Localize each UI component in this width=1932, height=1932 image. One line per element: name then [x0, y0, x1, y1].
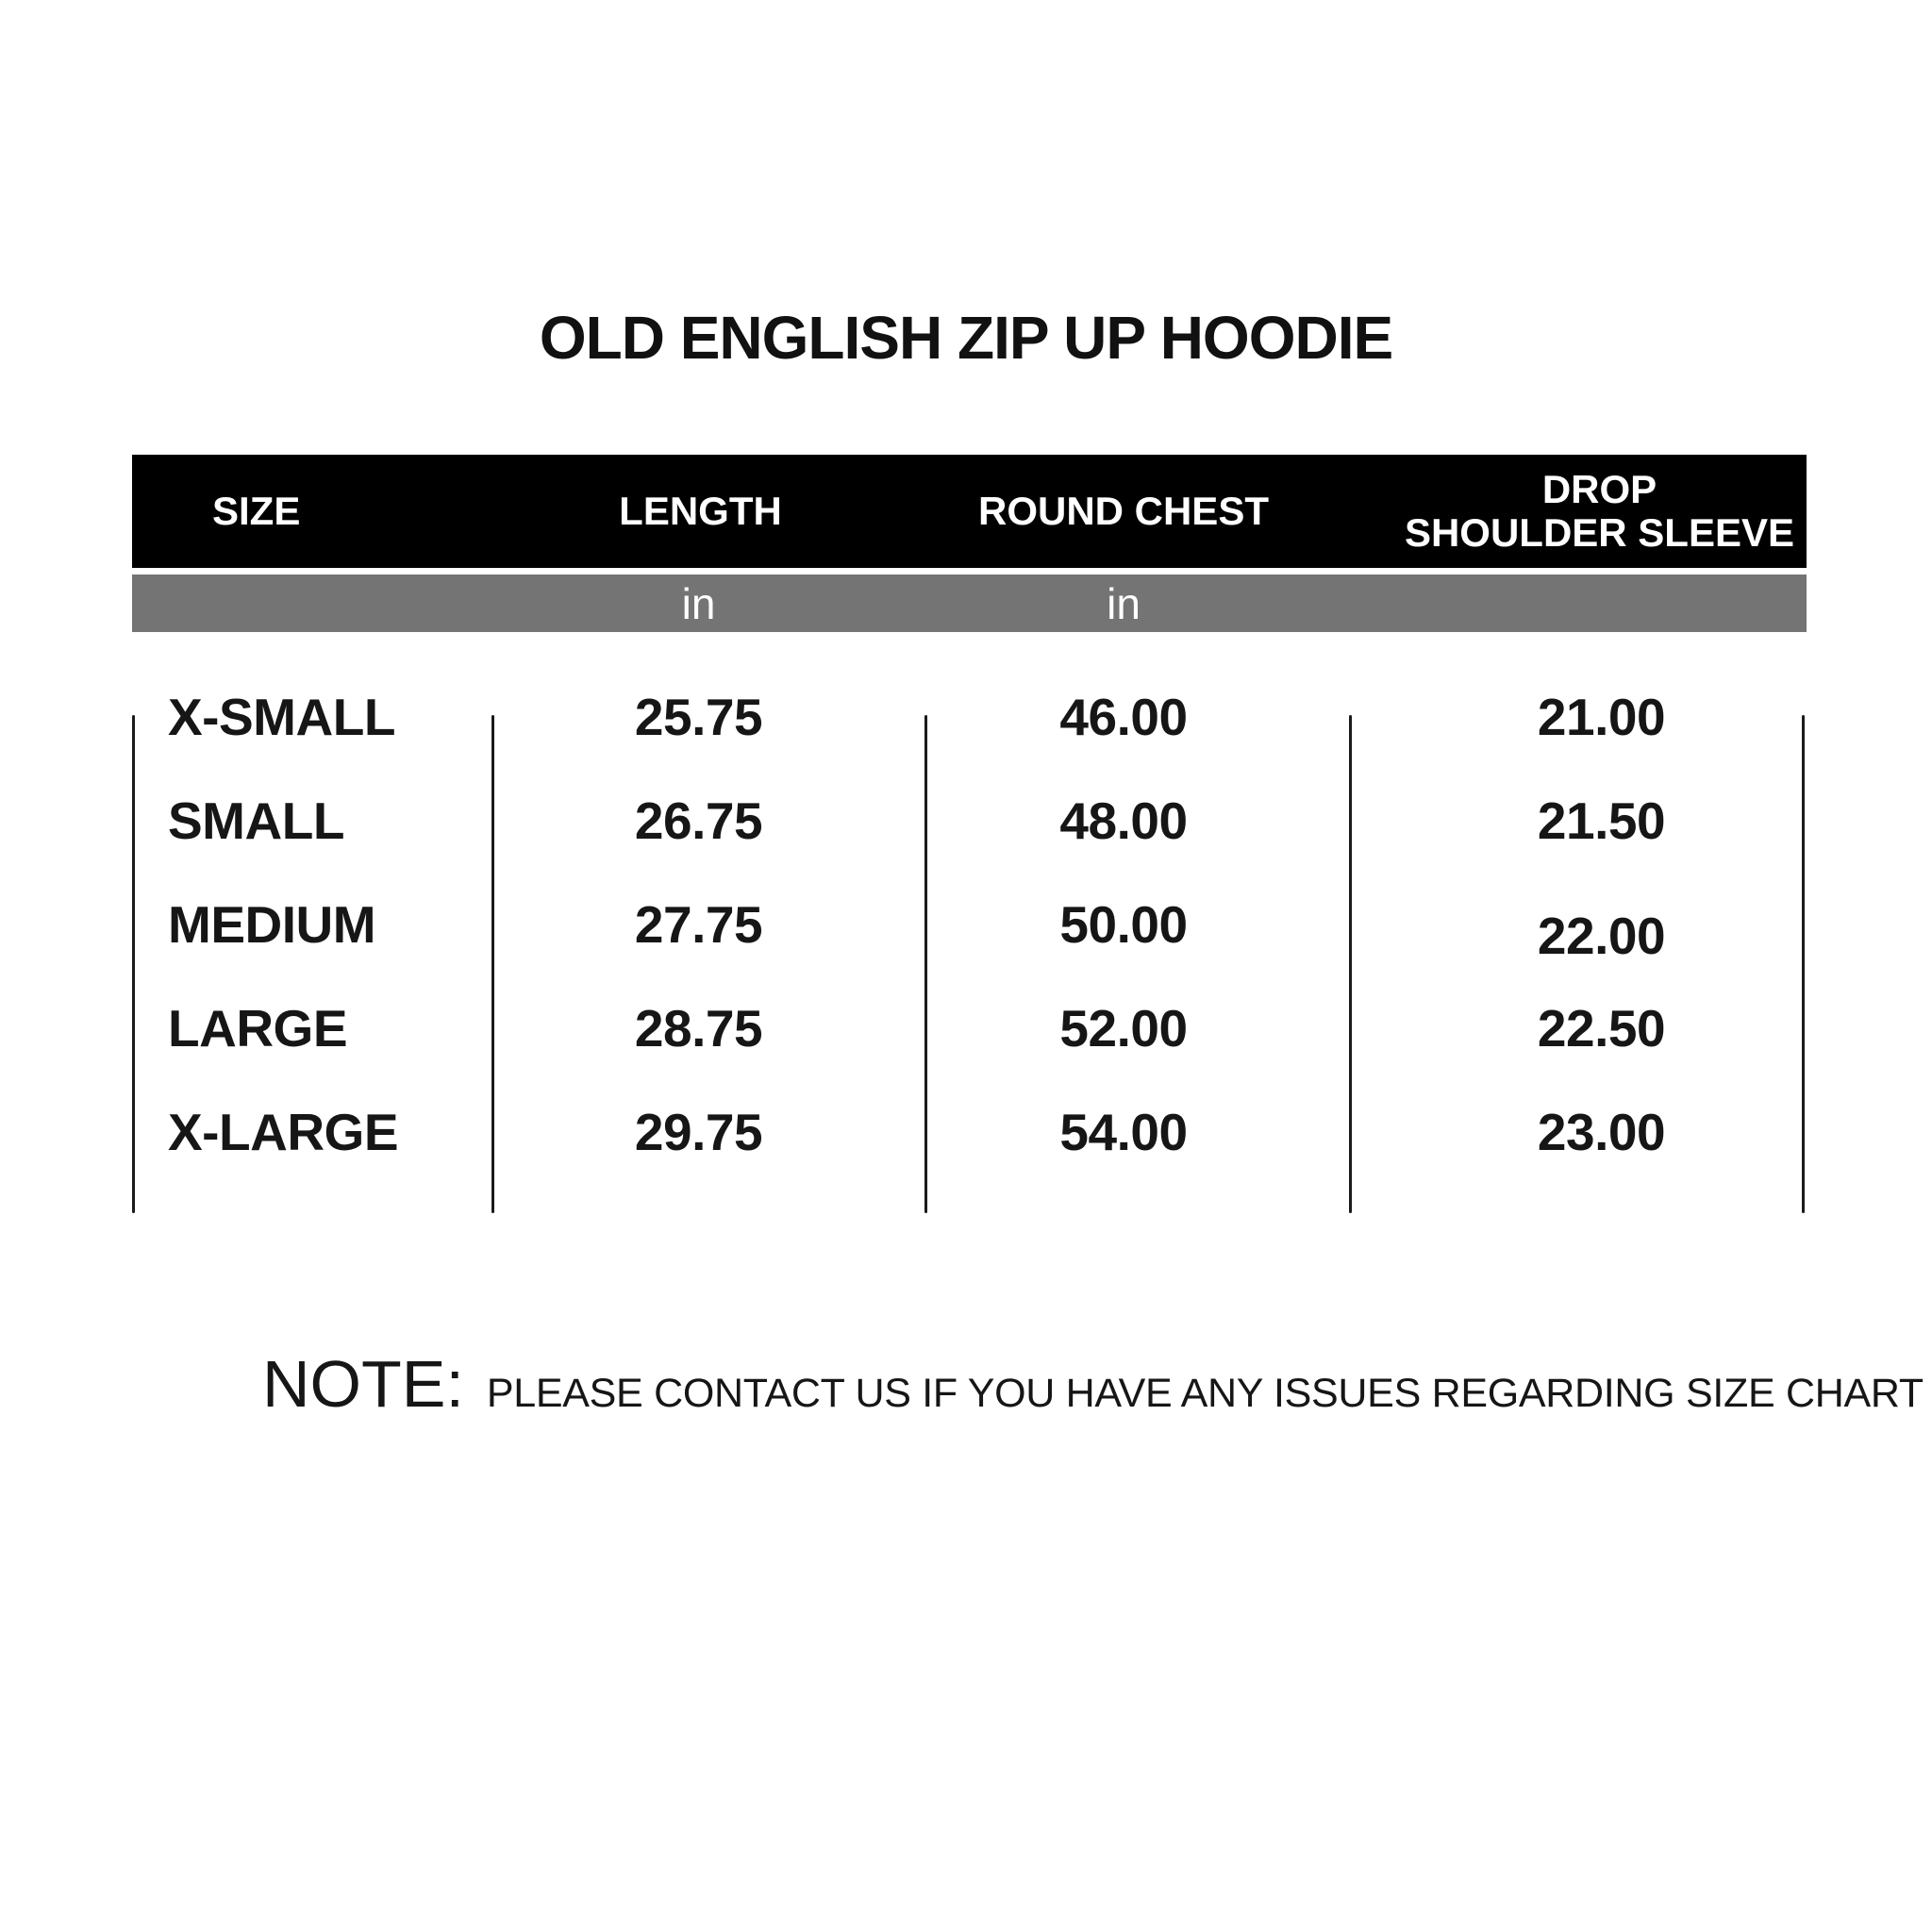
- column-divider-line: [132, 715, 135, 1213]
- column-divider-line: [924, 715, 927, 1213]
- table-row: MEDIUM 27.75 50.00 22.00: [132, 873, 1807, 976]
- round-chest-cell: 46.00: [1059, 687, 1188, 746]
- note-section: NOTE: PLEASE CONTACT US IF YOU HAVE ANY …: [262, 1351, 1924, 1417]
- size-cell: MEDIUM: [168, 894, 376, 954]
- column-divider-line: [1349, 715, 1352, 1213]
- column-header-drop-shoulder-sleeve: DROP SHOULDER SLEEVE: [1404, 466, 1795, 555]
- size-cell: LARGE: [168, 998, 348, 1058]
- table-row: X-SMALL 25.75 46.00 21.00: [132, 665, 1807, 769]
- table-header-row: SIZE LENGTH ROUND CHEST DROP SHOULDER SL…: [132, 455, 1807, 568]
- length-cell: 29.75: [634, 1102, 763, 1161]
- round-chest-cell: 50.00: [1059, 894, 1188, 954]
- drop-shoulder-sleeve-cell: 22.50: [1537, 998, 1666, 1058]
- length-cell: 27.75: [634, 894, 763, 954]
- unit-round-chest: in: [1107, 578, 1141, 628]
- table-row: LARGE 28.75 52.00 22.50: [132, 976, 1807, 1080]
- note-label: NOTE:: [262, 1347, 464, 1421]
- column-divider-line: [1802, 715, 1805, 1213]
- table-row: SMALL 26.75 48.00 21.50: [132, 769, 1807, 873]
- drop-shoulder-sleeve-cell: 21.50: [1537, 791, 1666, 850]
- length-cell: 26.75: [634, 791, 763, 850]
- length-cell: 25.75: [634, 687, 763, 746]
- note-text: PLEASE CONTACT US IF YOU HAVE ANY ISSUES…: [486, 1371, 1924, 1416]
- drop-shoulder-sleeve-cell: 23.00: [1537, 1102, 1666, 1161]
- unit-row: in in: [132, 575, 1807, 632]
- round-chest-cell: 52.00: [1059, 998, 1188, 1058]
- table-row: X-LARGE 29.75 54.00 23.00: [132, 1080, 1807, 1184]
- size-cell: X-LARGE: [168, 1102, 399, 1161]
- column-divider-line: [491, 715, 494, 1213]
- page-title: OLD ENGLISH ZIP UP HOODIE: [539, 304, 1393, 372]
- length-cell: 28.75: [634, 998, 763, 1058]
- column-header-size: SIZE: [212, 488, 301, 533]
- column-header-round-chest: ROUND CHEST: [977, 488, 1269, 533]
- drop-shoulder-sleeve-cell: 22.00: [1537, 906, 1666, 965]
- round-chest-cell: 54.00: [1059, 1102, 1188, 1161]
- unit-length: in: [681, 578, 716, 628]
- round-chest-cell: 48.00: [1059, 791, 1188, 850]
- table-body: X-SMALL 25.75 46.00 21.00 SMALL 26.75 48…: [132, 665, 1807, 1184]
- column-header-length: LENGTH: [619, 488, 782, 533]
- size-cell: SMALL: [168, 791, 344, 850]
- size-cell: X-SMALL: [168, 687, 395, 746]
- drop-shoulder-sleeve-cell: 21.00: [1537, 687, 1666, 746]
